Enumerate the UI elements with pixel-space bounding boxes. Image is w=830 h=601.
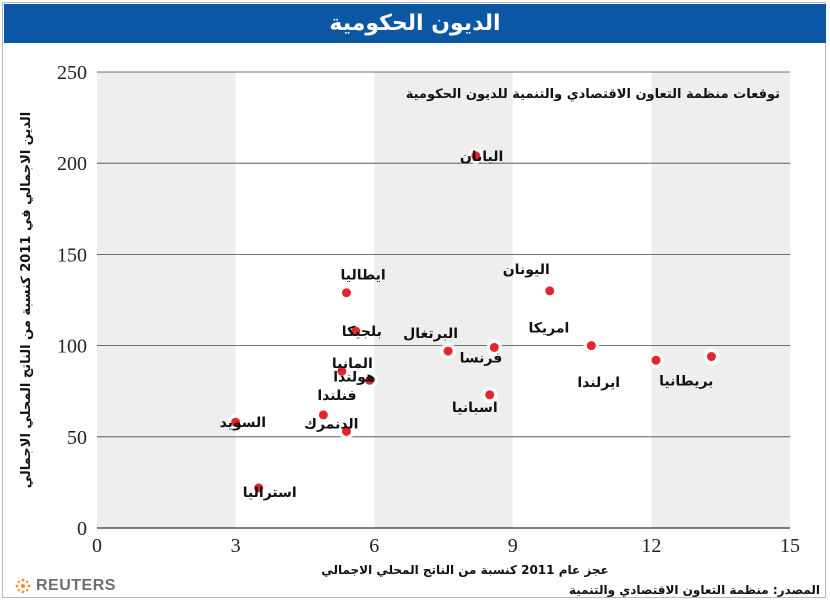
point-label: بلجيكا: [342, 324, 382, 340]
point-label: استراليا: [243, 485, 297, 501]
point-marker: [337, 366, 347, 376]
point-marker: [351, 326, 361, 336]
point-marker: [651, 355, 661, 365]
reuters-logo: REUTERS: [14, 577, 116, 595]
point-label: الدنمرك: [304, 416, 358, 432]
point-marker: [545, 286, 555, 296]
point-marker: [341, 288, 351, 298]
data-point: اليابان: [460, 147, 504, 165]
x-tick-label: 12: [641, 535, 661, 557]
data-point: البرتغال: [403, 326, 458, 360]
brand-name: REUTERS: [36, 577, 116, 594]
point-label: المانيا: [332, 356, 373, 372]
point-marker: [489, 342, 499, 352]
y-tick-label: 100: [57, 336, 87, 358]
x-tick-labels: 0 3 6 9 12 15: [92, 535, 800, 557]
x-tick-label: 15: [780, 535, 800, 557]
point-marker: [706, 352, 716, 362]
point-marker: [231, 417, 241, 427]
y-tick-label: 50: [67, 427, 87, 449]
background-band: [374, 72, 513, 528]
point-label: السويد: [220, 415, 266, 431]
point-label: ايطاليا: [340, 268, 385, 284]
data-point: السويد: [220, 414, 266, 431]
point-label: البرتغال: [403, 326, 458, 342]
point-marker: [365, 375, 375, 385]
point-marker: [254, 483, 264, 493]
point-marker: [586, 341, 596, 351]
point-marker: [341, 426, 351, 436]
data-point: هولندا: [333, 369, 378, 389]
point-label: هولندا: [333, 369, 375, 385]
data-points: اليابان اليونان ايطاليا بلجيكا البرتغالفرنسا…: [220, 147, 720, 501]
point-label: اليونان: [503, 262, 550, 278]
y-axis-label: الدين الاجمالي في 2011 كنسبة من الناتج ا…: [19, 112, 34, 488]
data-point: فنلندا: [315, 388, 357, 423]
data-point: اسبانيا: [452, 386, 498, 416]
point-marker: [471, 151, 481, 161]
point-label: ايرلندا: [577, 375, 620, 391]
point-label: اسبانيا: [452, 400, 498, 416]
data-point: بلجيكا: [342, 323, 382, 340]
point-marker: [443, 346, 453, 356]
x-axis-label: عجز عام 2011 كنسبة من الناتج المحلي الاج…: [321, 563, 608, 578]
data-point: فرنسا: [460, 339, 503, 366]
point-marker: [318, 410, 328, 420]
data-point: اليونان: [503, 262, 558, 299]
reuters-logo-icon: [15, 578, 31, 594]
data-point: الدنمرك: [304, 416, 358, 440]
x-tick-label: 3: [231, 535, 241, 557]
background-band: [97, 72, 236, 528]
point-label: اليابان: [460, 149, 504, 165]
x-tick-label: 0: [92, 535, 102, 557]
data-point: بريطانيا: [659, 348, 720, 390]
data-point: ايرلندا: [577, 352, 665, 391]
data-point: استراليا: [243, 479, 297, 501]
background-bands: [97, 72, 790, 528]
y-tick-label: 0: [77, 518, 87, 540]
data-point: المانيا: [332, 356, 373, 380]
y-tick-labels: 0 50 100 150 200 250: [57, 62, 87, 540]
point-label: فرنسا: [460, 350, 503, 366]
data-point: امريكا: [528, 321, 600, 354]
title-bar: الديون الحكومية: [4, 4, 826, 43]
page-title: الديون الحكومية: [329, 11, 501, 36]
y-tick-label: 150: [57, 244, 87, 266]
point-label: فنلندا: [317, 388, 356, 404]
point-label: امريكا: [528, 321, 569, 337]
y-tick-label: 200: [57, 153, 87, 175]
x-tick-label: 9: [508, 535, 518, 557]
point-label: بريطانيا: [659, 374, 713, 390]
y-tick-label: 250: [57, 62, 87, 84]
x-tick-label: 6: [369, 535, 379, 557]
background-band: [651, 72, 790, 528]
source-note: المصدر: منظمة التعاون الاقتصادي والتنمية: [568, 583, 820, 597]
chart-title: توقعات منظمة التعاون الاقتصادي والتنمية …: [406, 87, 780, 102]
point-marker: [485, 390, 495, 400]
data-point: ايطاليا: [338, 268, 386, 301]
